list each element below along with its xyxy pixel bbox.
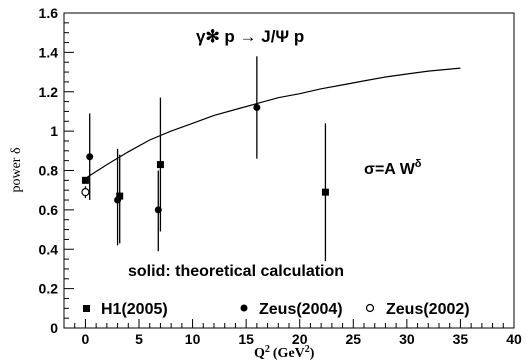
x-tick-label: 10 <box>185 331 201 347</box>
x-tick-label: 35 <box>453 331 469 347</box>
zeus-2002-point <box>81 188 90 197</box>
axis-ticks: 0 5 10 15 20 25 30 35 40 0 0.2 0.4 0.6 0.8 1 1.2 1.4 1.6 <box>39 5 522 347</box>
zeus-2004-point <box>114 196 122 204</box>
y-tick-label: 0.8 <box>39 163 59 179</box>
formula-superscript: δ <box>415 158 422 170</box>
y-axis-title: power δ <box>9 147 24 192</box>
theory-curve-line <box>85 67 461 179</box>
x-axis-title-unit-close: ) <box>310 346 315 361</box>
y-tick-label: 0.4 <box>39 241 59 257</box>
y-tick-label: 0.6 <box>39 202 59 218</box>
h1-2005-point <box>321 188 329 196</box>
theory-curve-layer <box>85 67 461 179</box>
legend-marker-zeus2002 <box>365 303 375 313</box>
y-tick-label: 1 <box>50 123 58 139</box>
x-tick-label: 30 <box>399 331 415 347</box>
x-axis-title-sup: 2 <box>265 344 270 355</box>
legend-marker-h1 <box>83 305 90 312</box>
zeus-2004-point <box>86 153 94 161</box>
formula-annotation: σ=A Wδ <box>364 158 422 178</box>
y-tick-label: 0 <box>50 320 58 336</box>
plot-frame <box>63 12 515 329</box>
h1-2005-point <box>156 161 164 169</box>
y-tick-label: 1.6 <box>39 5 59 21</box>
x-tick-label: 20 <box>292 331 308 347</box>
y-tick-label: 0.2 <box>39 281 59 297</box>
zeus-2004-point <box>253 104 261 111</box>
reaction-annotation: γ✻ p → J/Ψ p <box>196 27 304 46</box>
theory-note: solid: theoretical calculation <box>128 263 344 280</box>
legend-label-zeus2004: Zeus(2004) <box>259 301 343 318</box>
h1-2005-point <box>116 192 124 200</box>
zeus-2004-point <box>154 206 162 214</box>
y-tick-label: 1.4 <box>39 44 59 60</box>
h1-2005-point <box>81 176 89 184</box>
x-axis-title-text: Q <box>254 346 265 361</box>
data-points-layer <box>81 56 329 262</box>
legend-marker-zeus2004 <box>240 304 248 312</box>
x-tick-label: 40 <box>506 331 522 347</box>
y-tick-label: 1.2 <box>39 84 59 100</box>
formula-text: σ=A W <box>364 161 416 178</box>
x-axis-title: Q2 (GeV2) <box>254 344 315 361</box>
x-axis-title-unit-sup: 2 <box>305 344 310 355</box>
x-tick-label: 5 <box>135 331 143 347</box>
x-tick-label: 0 <box>82 331 90 347</box>
legend-label-h1: H1(2005) <box>101 301 168 318</box>
x-tick-label: 15 <box>238 331 254 347</box>
x-axis-title-unit: (GeV <box>273 346 305 361</box>
x-tick-label: 25 <box>345 331 361 347</box>
legend: H1(2005) Zeus(2004) Zeus(2002) <box>83 301 470 318</box>
legend-label-zeus2002: Zeus(2002) <box>386 301 470 318</box>
